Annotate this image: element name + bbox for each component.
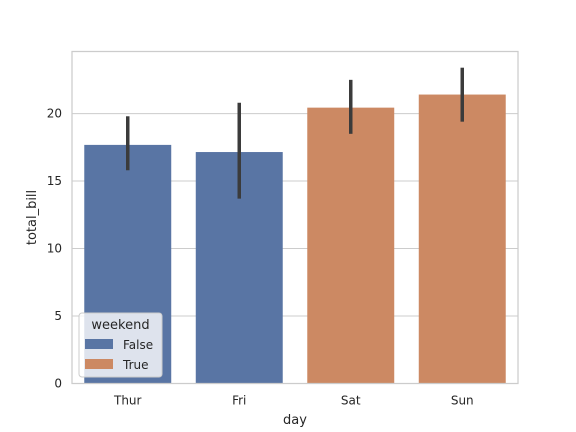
bars bbox=[84, 94, 506, 384]
x-axis-label: day bbox=[283, 413, 307, 428]
x-tick-label: Fri bbox=[232, 394, 246, 408]
y-tick-label: 5 bbox=[54, 309, 62, 323]
y-tick-label: 20 bbox=[47, 107, 62, 121]
legend-label: False bbox=[123, 338, 153, 352]
y-tick-label: 15 bbox=[47, 174, 62, 188]
legend-title: weekend bbox=[91, 318, 149, 333]
y-tick-labels: 0 5 10 15 20 bbox=[47, 107, 62, 391]
legend-entries: False True bbox=[85, 338, 153, 372]
y-tick-label: 10 bbox=[47, 242, 62, 256]
x-tick-labels: Thur Fri Sat Sun bbox=[113, 394, 474, 408]
axes-frame bbox=[71, 50, 519, 385]
legend-swatch-false bbox=[85, 339, 113, 349]
y-tick-label: 0 bbox=[54, 377, 62, 391]
x-tick-label: Sat bbox=[341, 394, 361, 408]
legend-swatch-true bbox=[85, 359, 113, 369]
bar-sat bbox=[307, 107, 395, 384]
x-tick-label: Thur bbox=[113, 394, 142, 408]
legend-label: True bbox=[122, 358, 149, 372]
error-bars bbox=[126, 67, 464, 199]
y-axis-label: total_bill bbox=[25, 190, 40, 245]
x-tick-label: Sun bbox=[451, 394, 474, 408]
bar-sun bbox=[418, 94, 506, 384]
legend: weekend False True bbox=[78, 312, 163, 378]
